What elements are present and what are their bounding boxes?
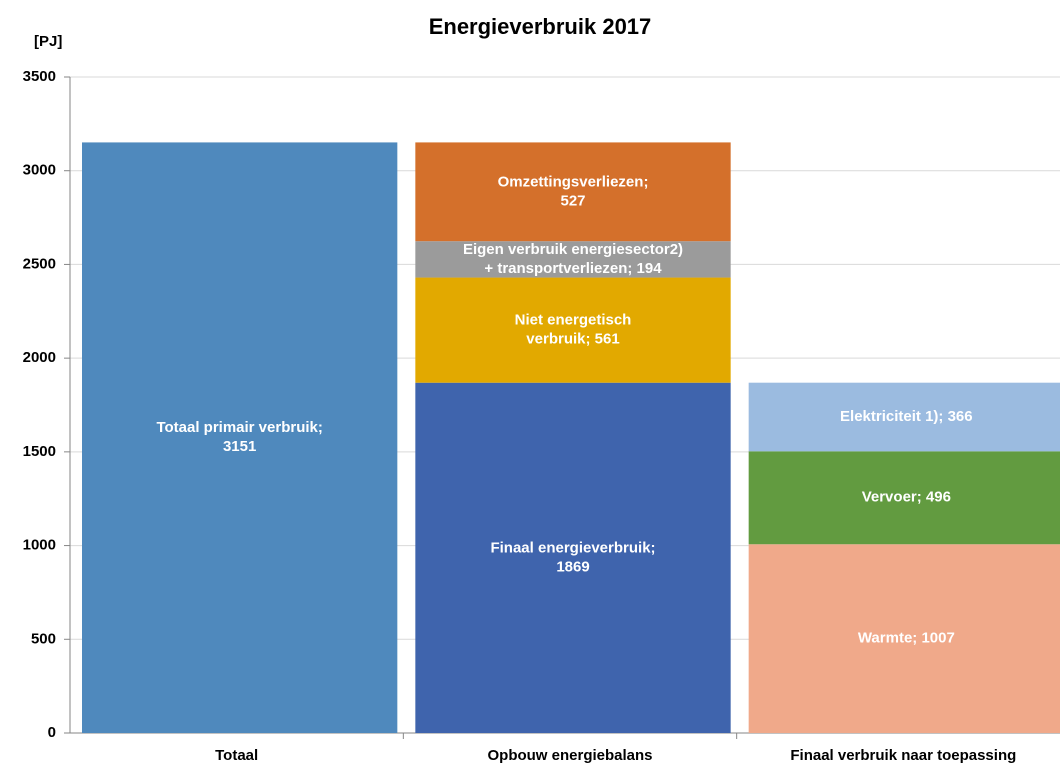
bar-segment: [748, 544, 1060, 733]
data-label: Niet energetisch: [515, 312, 632, 329]
data-label: 3151: [223, 438, 256, 455]
data-label: verbruik; 561: [526, 331, 619, 348]
bar-segment: [748, 382, 1060, 452]
chart-title: Energieverbruik 2017: [429, 14, 652, 39]
data-label: 527: [560, 192, 585, 209]
data-label: Elektriciteit 1); 366: [840, 408, 973, 425]
bar-segment: [748, 451, 1060, 545]
y-tick-label: 2000: [23, 349, 56, 366]
y-tick-label: 3000: [23, 162, 56, 179]
x-tick-label: Totaal: [215, 747, 258, 764]
data-label: Finaal energieverbruik;: [490, 539, 655, 556]
x-tick-label: Finaal verbruik naar toepassing: [790, 747, 1016, 764]
bar-segment: [82, 142, 398, 733]
bar-segment: [415, 277, 731, 383]
data-label: 1869: [556, 558, 589, 575]
data-label: Eigen verbruik energiesector2): [463, 241, 683, 258]
bar-segment: [415, 241, 731, 278]
data-label: Vervoer; 496: [862, 489, 951, 506]
y-tick-label: 1000: [23, 537, 56, 554]
y-tick-label: 500: [31, 630, 56, 647]
y-axis-label: [PJ]: [34, 33, 62, 50]
y-tick-label: 3500: [23, 68, 56, 85]
x-tick-label: Opbouw energiebalans: [487, 747, 652, 764]
bar-segment: [415, 382, 731, 733]
data-label: Warmte; 1007: [858, 630, 955, 647]
y-tick-label: 2500: [23, 255, 56, 272]
data-label: + transportverliezen; 194: [484, 260, 662, 277]
y-tick-label: 1500: [23, 443, 56, 460]
y-tick-label: 0: [48, 724, 56, 741]
data-label: Totaal primair verbruik;: [156, 419, 322, 436]
bar-segment: [415, 142, 731, 242]
data-label: Omzettingsverliezen;: [498, 173, 649, 190]
